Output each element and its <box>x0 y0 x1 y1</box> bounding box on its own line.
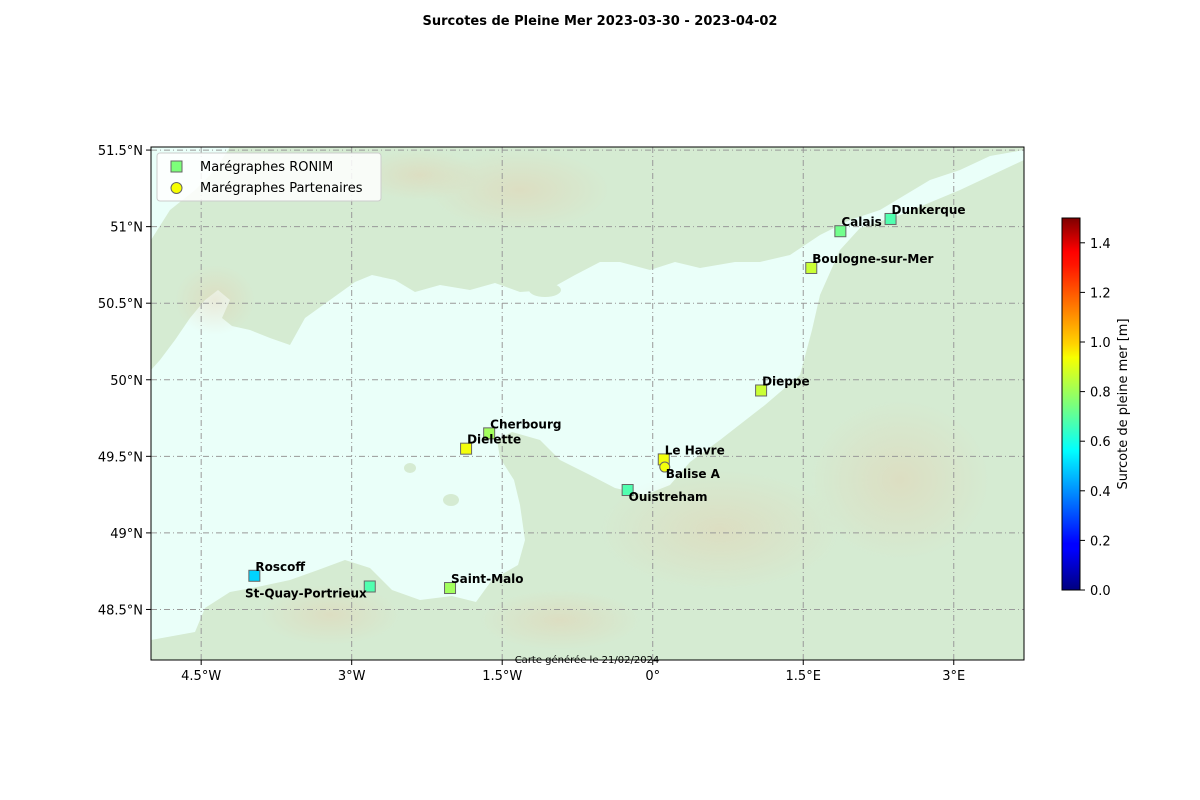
lat-tick-label: 49.5°N <box>98 450 143 465</box>
colorbar-ticks: 0.0 0.2 0.4 0.6 0.8 1.0 1.2 1.4 <box>1080 237 1111 599</box>
colorbar-tick-label: 0.4 <box>1090 485 1111 500</box>
station-marker-saint-malo[interactable] <box>444 582 457 595</box>
station-marker-boulogne-sur-mer[interactable] <box>805 261 818 274</box>
generation-date: Carte générée le 21/02/2024 <box>515 654 660 666</box>
station-label-calais: Calais <box>841 215 881 229</box>
relief-shading <box>175 150 990 650</box>
station-label-dielette: Dielette <box>467 433 521 447</box>
station-marker-roscoff[interactable] <box>248 569 261 582</box>
colorbar-tick-label: 0.2 <box>1090 534 1111 549</box>
station-marker-balise-a[interactable] <box>659 461 671 473</box>
station-marker-dieppe[interactable] <box>755 384 768 397</box>
lat-tick-label: 50.5°N <box>98 297 143 312</box>
station-label-st-quay-portrieux: St-Quay-Portrieux <box>245 586 367 600</box>
station-marker-ouistreham[interactable] <box>621 484 634 497</box>
map-axes: 4.5°W 3°W 1.5°W 0° 1.5°E 3°E 51.5°N 51°N 50.5°N 5… <box>98 144 965 684</box>
colorbar-tick-label: 1.2 <box>1090 286 1111 301</box>
station-label-dunkerque: Dunkerque <box>892 203 966 217</box>
lon-tick-label: 3°E <box>942 669 965 684</box>
station-label-boulogne-sur-mer: Boulogne-sur-Mer <box>812 252 933 266</box>
legend: Marégraphes RONIM Marégraphes Partenaire… <box>156 152 382 202</box>
lat-tick-label: 51°N <box>110 221 143 236</box>
lat-tick-label: 49°N <box>110 527 143 542</box>
legend-label-partenaires: Marégraphes Partenaires <box>200 181 363 196</box>
colorbar: 0.0 0.2 0.4 0.6 0.8 1.0 1.2 1.4 Surcote de plei… <box>1061 217 1131 599</box>
jersey-island <box>443 494 459 506</box>
colorbar-tick-label: 0.6 <box>1090 435 1111 450</box>
station-label-saint-malo: Saint-Malo <box>451 572 524 586</box>
map-frame <box>150 146 1025 661</box>
colorbar-tick-label: 0.0 <box>1090 584 1111 599</box>
station-marker-calais[interactable] <box>834 225 847 238</box>
colorbar-gradient <box>1061 217 1081 591</box>
legend-label-ronim: Marégraphes RONIM <box>200 160 333 175</box>
station-label-balise-a: Balise A <box>666 467 721 481</box>
guernsey-island <box>404 463 416 473</box>
station-markers: Dunkerque Calais Boulogne-sur-Mer Dieppe Che… <box>245 203 966 601</box>
lat-tick-label: 50°N <box>110 374 143 389</box>
map-title: Surcotes de Pleine Mer 2023-03-30 - 2023… <box>422 14 778 29</box>
station-label-roscoff: Roscoff <box>255 560 305 574</box>
lat-tick-label: 48.5°N <box>98 603 143 618</box>
map-area[interactable] <box>151 147 1024 660</box>
station-label-le-havre: Le Havre <box>665 443 725 457</box>
colorbar-tick-label: 1.4 <box>1090 237 1111 252</box>
lon-tick-label: 1.5°W <box>482 669 522 684</box>
lon-tick-label: 1.5°E <box>786 669 821 684</box>
station-marker-dunkerque[interactable] <box>884 212 897 225</box>
england-landmass <box>151 147 1024 370</box>
map-grid <box>151 147 1024 660</box>
lon-tick-label: 4.5°W <box>181 669 221 684</box>
colorbar-tick-label: 1.0 <box>1090 336 1111 351</box>
station-label-ouistreham: Ouistreham <box>629 490 708 504</box>
station-label-cherbourg: Cherbourg <box>490 417 561 431</box>
station-marker-dielette[interactable] <box>460 442 473 455</box>
lon-tick-label: 0° <box>645 669 660 684</box>
colorbar-tick-label: 0.8 <box>1090 386 1111 401</box>
lon-tick-label: 3°W <box>338 669 366 684</box>
colorbar-label: Surcote de pleine mer [m] <box>1116 318 1131 489</box>
station-marker-st-quay-portrieux[interactable] <box>363 580 376 593</box>
isle-of-wight <box>529 283 561 297</box>
legend-box <box>156 152 382 202</box>
station-label-dieppe: Dieppe <box>762 374 810 388</box>
station-marker-cherbourg[interactable] <box>483 427 496 440</box>
lat-tick-label: 51.5°N <box>98 144 143 159</box>
legend-circle-marker <box>170 182 183 194</box>
legend-square-marker <box>170 160 183 173</box>
